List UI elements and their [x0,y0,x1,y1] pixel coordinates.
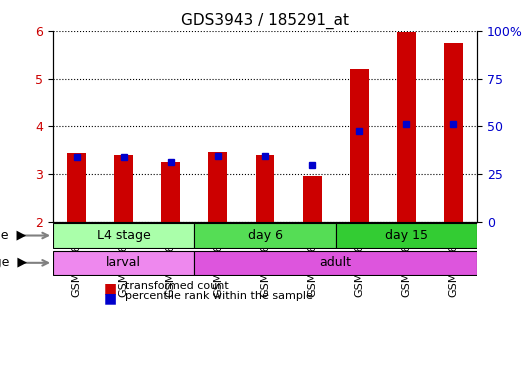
Text: day 15: day 15 [385,229,428,242]
Bar [303,177,322,222]
Bar [444,43,463,222]
Bar [397,32,416,222]
Text: larval: larval [106,257,141,269]
Bar [350,69,369,222]
Text: adult: adult [320,257,352,269]
Text: development stage  ▶: development stage ▶ [0,257,26,269]
FancyBboxPatch shape [195,223,335,248]
FancyBboxPatch shape [195,250,477,275]
Text: ■: ■ [104,291,117,305]
Text: L4 stage: L4 stage [97,229,151,242]
FancyBboxPatch shape [53,250,195,275]
FancyBboxPatch shape [53,223,195,248]
Text: transformed count: transformed count [125,281,229,291]
Bar [208,152,227,222]
Text: percentile rank within the sample: percentile rank within the sample [125,291,313,301]
Bar [67,152,86,222]
Text: ■: ■ [104,281,117,295]
FancyBboxPatch shape [335,223,477,248]
Bar [114,155,133,222]
Bar [161,162,180,222]
Text: age  ▶: age ▶ [0,229,26,242]
Bar [255,155,275,222]
Title: GDS3943 / 185291_at: GDS3943 / 185291_at [181,13,349,29]
Text: day 6: day 6 [248,229,282,242]
